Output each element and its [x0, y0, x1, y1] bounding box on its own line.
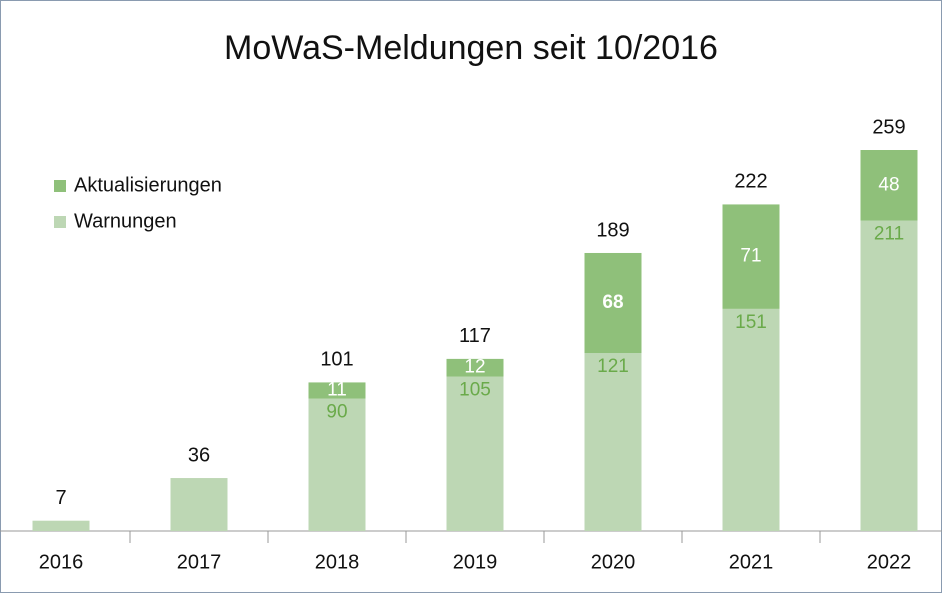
x-tick-label: 2021 [729, 551, 774, 573]
x-tick-label: 2017 [177, 551, 222, 573]
bar-segment [308, 398, 366, 531]
total-label: 259 [872, 116, 905, 138]
segment-label: 121 [597, 356, 629, 377]
chart-title: MoWaS-Meldungen seit 10/2016 [224, 29, 718, 67]
segment-label: 105 [459, 380, 491, 401]
bar-segment [860, 220, 918, 531]
segment-label: 11 [327, 380, 347, 401]
total-label: 36 [188, 444, 210, 466]
legend-swatch [54, 180, 66, 192]
x-tick-label: 2016 [39, 551, 84, 573]
total-label: 222 [734, 171, 767, 193]
bar-segment [308, 382, 366, 399]
segment-label: 90 [326, 402, 347, 423]
x-tick-label: 2018 [315, 551, 360, 573]
bar-segment [860, 150, 918, 221]
total-label: 117 [459, 325, 491, 347]
legend-swatch [54, 216, 66, 228]
bar-segment [722, 308, 780, 531]
bar-segment [32, 520, 90, 531]
total-label: 7 [55, 487, 66, 509]
bar-segment [584, 252, 642, 354]
total-label: 101 [320, 349, 353, 371]
x-tick-label: 2019 [453, 551, 498, 573]
segment-label: 68 [602, 292, 623, 313]
segment-label: 71 [740, 246, 761, 267]
bar-segment [446, 376, 504, 531]
segment-label: 12 [464, 357, 485, 378]
bar-segment [584, 353, 642, 531]
segment-label: 211 [874, 224, 904, 245]
segment-label: 48 [878, 174, 899, 195]
total-label: 189 [596, 219, 629, 241]
x-tick-label: 2020 [591, 551, 636, 573]
bar-segment [446, 358, 504, 377]
bar-segment [722, 204, 780, 309]
legend-label: Warnungen [74, 210, 177, 232]
segment-label: 151 [735, 312, 767, 333]
legend-label: Aktualisierungen [74, 174, 222, 196]
x-tick-label: 2022 [867, 551, 912, 573]
bar-segment [170, 478, 228, 531]
